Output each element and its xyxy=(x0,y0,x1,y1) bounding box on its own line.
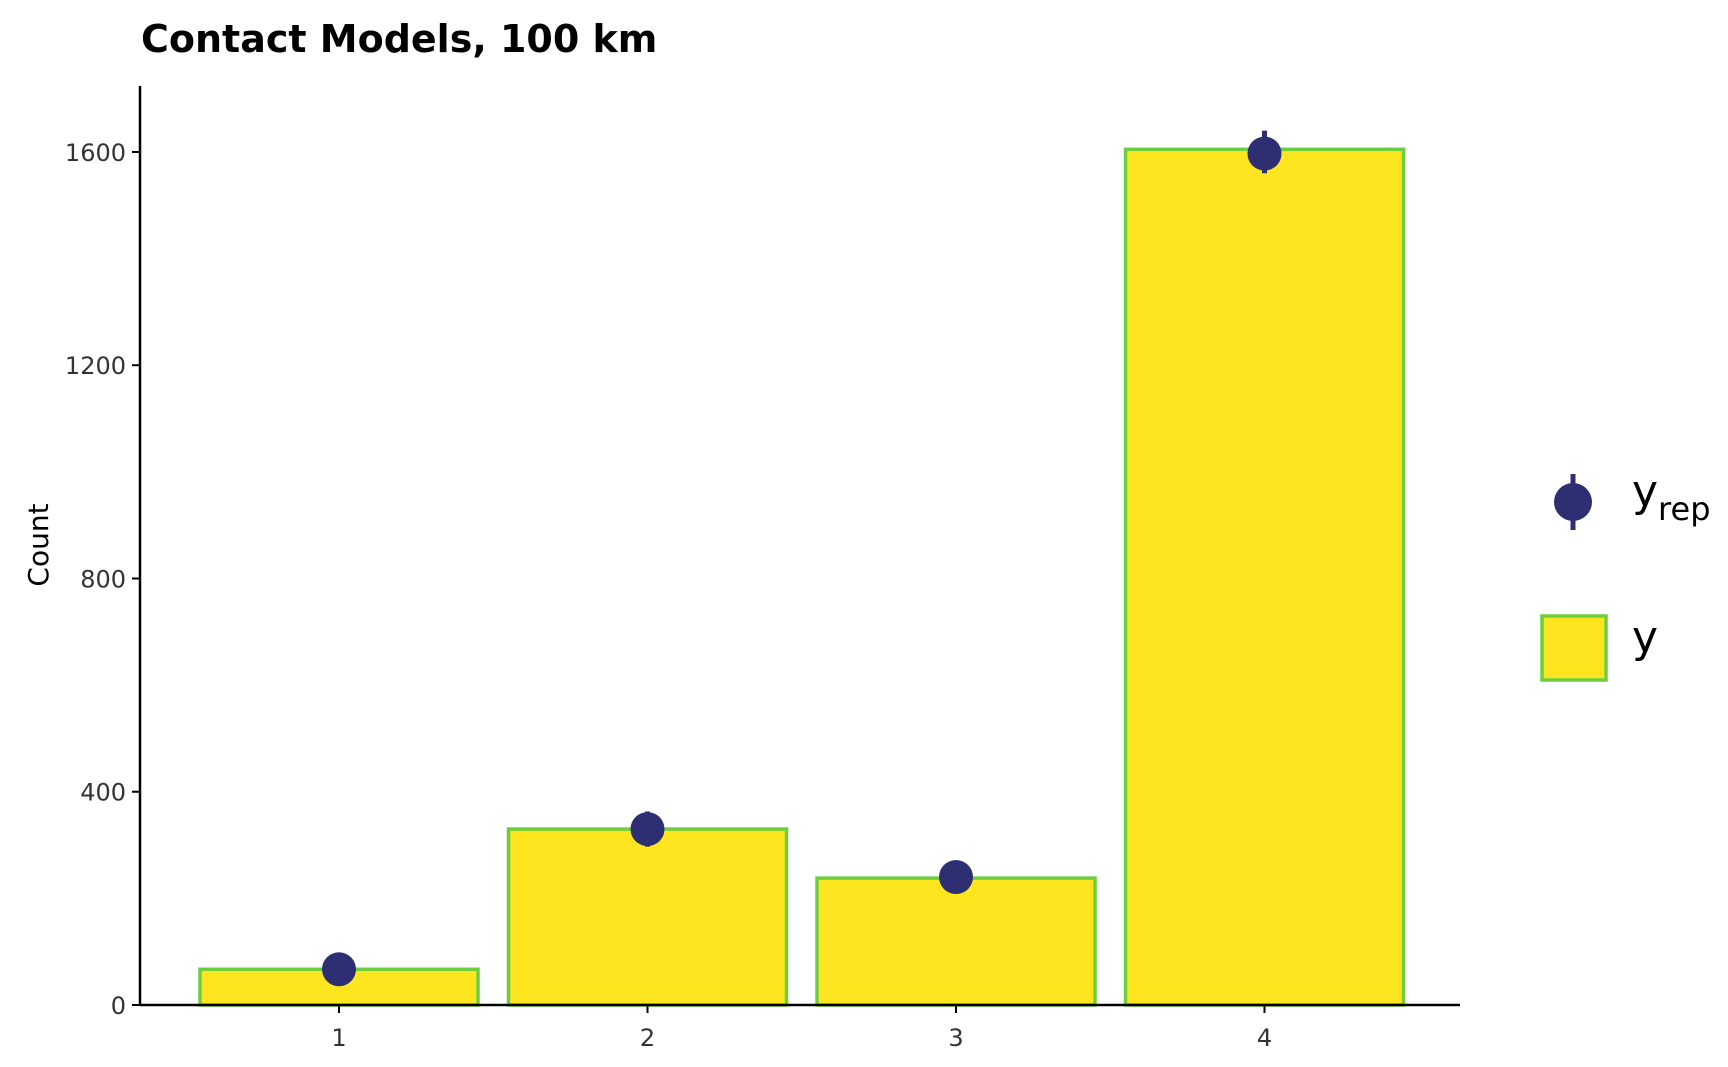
legend: yrep y xyxy=(1540,466,1711,682)
x-tick-label: 1 xyxy=(331,1024,346,1052)
legend-point-icon xyxy=(1554,483,1592,521)
yrep-point-1 xyxy=(322,952,356,987)
yrep-point-4 xyxy=(1247,136,1282,171)
x-tick-label: 4 xyxy=(1257,1024,1272,1052)
y-tick-label: 400 xyxy=(80,779,126,807)
bar-4 xyxy=(1123,147,1406,1007)
x-tick-label: 3 xyxy=(948,1024,963,1052)
bar-3 xyxy=(815,876,1097,1007)
x-tick-label: 2 xyxy=(640,1024,655,1052)
y-tick-label: 0 xyxy=(111,992,126,1020)
bar-2 xyxy=(506,827,789,1007)
y-tick-label: 800 xyxy=(80,565,126,593)
y-axis-title: Count xyxy=(22,503,55,586)
legend-bar-swatch xyxy=(1540,614,1608,682)
y-tick-label: 1200 xyxy=(65,352,126,380)
plot-area: 0 400 800 1200 1600 1 2 3 4 xyxy=(65,86,1460,1052)
legend-item-yrep: yrep xyxy=(1554,466,1711,530)
legend-label-yrep: yrep xyxy=(1632,466,1711,528)
chart-title: Contact Models, 100 km xyxy=(141,17,657,61)
legend-item-y: y xyxy=(1540,612,1658,682)
legend-label-y: y xyxy=(1632,612,1658,663)
yrep-point-2 xyxy=(630,812,665,847)
y-tick-label: 1600 xyxy=(65,139,126,167)
yrep-point-3 xyxy=(939,860,973,895)
